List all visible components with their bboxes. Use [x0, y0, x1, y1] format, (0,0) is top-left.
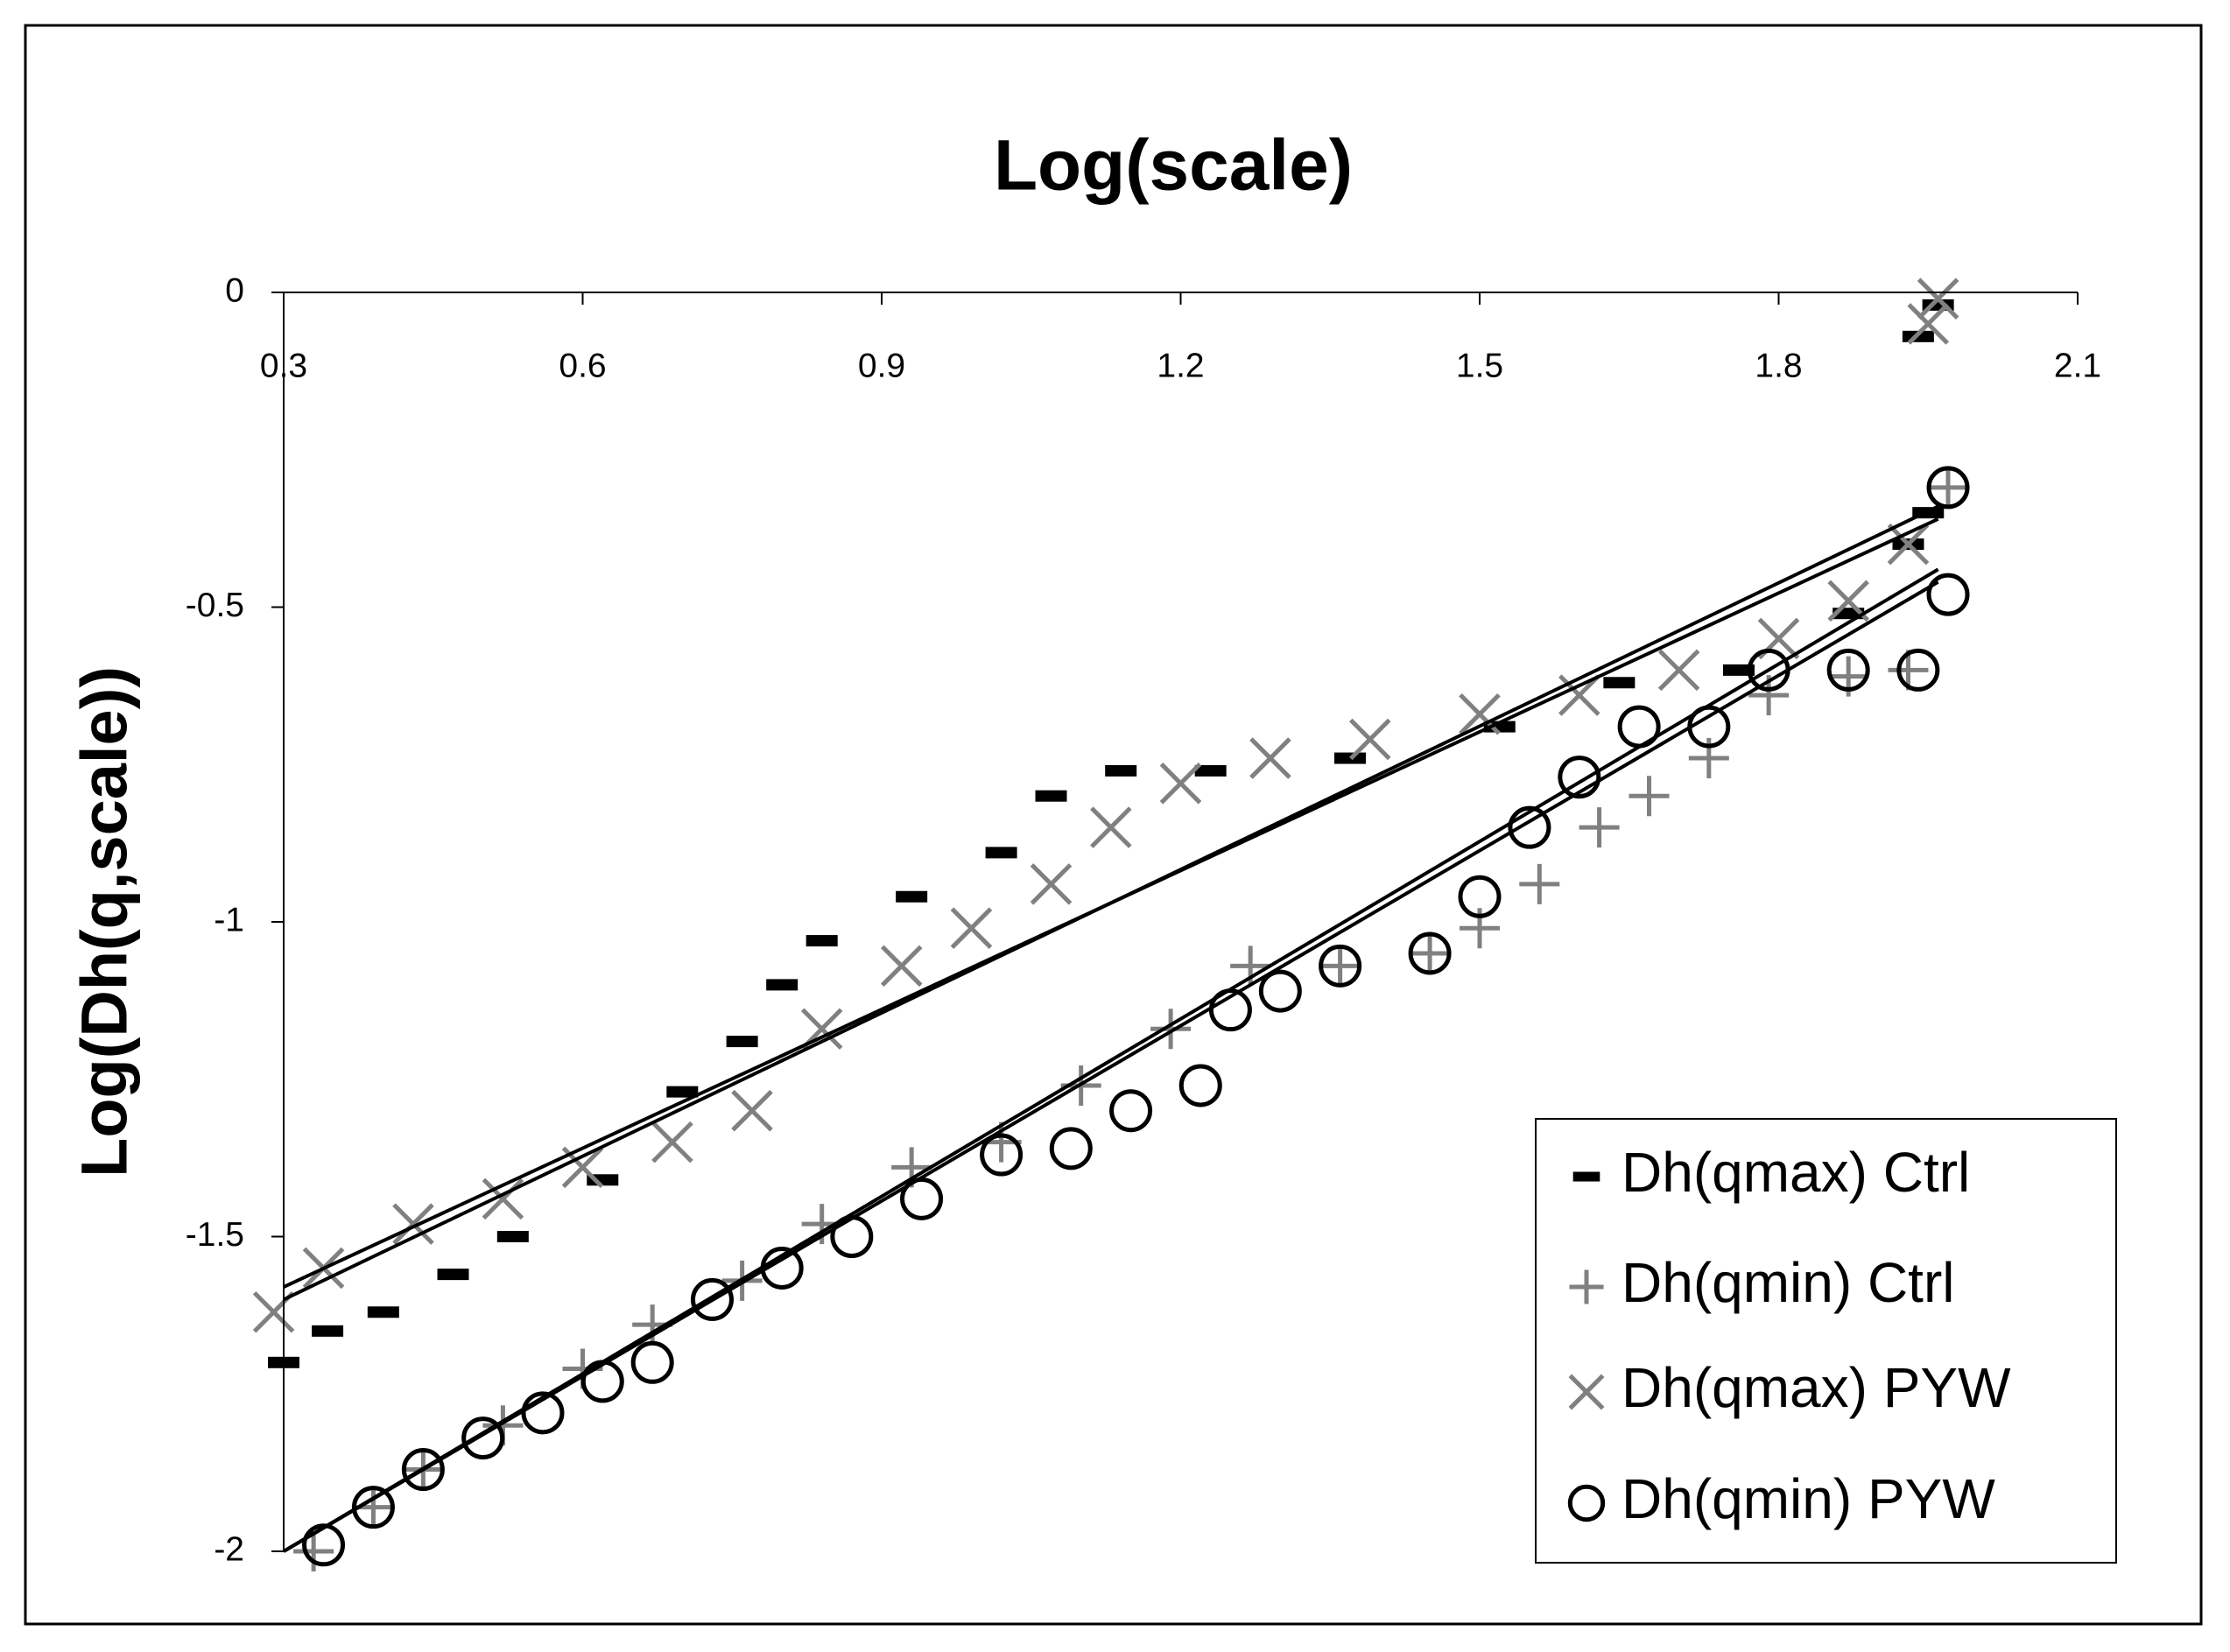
point	[1334, 752, 1367, 764]
point	[1178, 1064, 1222, 1107]
point	[1917, 278, 1959, 320]
y-tick-label: -1.5	[186, 1216, 244, 1254]
point	[1150, 1009, 1192, 1050]
point	[1887, 523, 1930, 566]
point	[1349, 718, 1391, 761]
point	[1049, 1127, 1093, 1170]
trendline	[282, 567, 1939, 1553]
point	[521, 1391, 565, 1435]
legend-box	[1535, 1118, 2117, 1564]
legend-marker	[1569, 1269, 1604, 1304]
x-tick-label: 0.3	[260, 347, 307, 384]
point	[1090, 806, 1132, 848]
point	[1558, 674, 1600, 716]
point	[651, 1121, 693, 1163]
point	[367, 1306, 399, 1318]
legend-label: Dh(qmin) PYW	[1621, 1467, 1995, 1530]
point	[950, 907, 993, 949]
point	[1458, 875, 1502, 918]
legend-label: Dh(qmin) Ctrl	[1621, 1251, 1954, 1314]
point	[666, 1086, 699, 1098]
point	[1896, 648, 1940, 692]
point	[1109, 1089, 1153, 1133]
point	[1629, 776, 1670, 817]
point	[1408, 931, 1452, 975]
point	[437, 1269, 469, 1281]
legend-marker	[1568, 1374, 1605, 1410]
legend-label: Dh(qmax) PYW	[1621, 1356, 2011, 1419]
y-tick-label: -2	[214, 1530, 244, 1568]
point	[1926, 466, 1970, 510]
point	[1722, 664, 1755, 676]
x-tick-label: 0.6	[559, 347, 606, 384]
point	[1105, 764, 1137, 777]
x-tick-label: 2.1	[2054, 347, 2101, 384]
point	[881, 945, 923, 988]
point	[392, 1203, 434, 1245]
point	[766, 979, 798, 991]
legend-marker	[1567, 1484, 1606, 1522]
point	[1410, 932, 1451, 974]
y-tick-label: -0.5	[186, 587, 244, 624]
chart-title: Log(scale)	[994, 126, 1353, 206]
point	[1558, 756, 1601, 799]
x-tick-label: 1.2	[1157, 347, 1204, 384]
y-tick-label: -1	[214, 901, 244, 938]
legend-marker	[1572, 1171, 1600, 1182]
point	[630, 1340, 674, 1384]
point	[461, 1417, 505, 1460]
point	[1258, 969, 1302, 1013]
y-axis-label: Log(Dh(q,scale))	[68, 666, 141, 1177]
point	[1319, 944, 1362, 988]
point	[1926, 573, 1970, 616]
trendline	[283, 504, 1939, 1302]
point	[1159, 763, 1202, 805]
point	[1657, 649, 1700, 692]
point	[1888, 650, 1929, 691]
point	[1035, 790, 1067, 802]
point	[1579, 807, 1620, 848]
point	[1907, 303, 1950, 345]
point	[1603, 677, 1636, 689]
x-tick-label: 1.5	[1456, 347, 1503, 384]
point	[690, 1277, 734, 1321]
point	[312, 1325, 344, 1337]
point	[1519, 863, 1560, 904]
point	[731, 1089, 773, 1132]
point	[482, 1177, 524, 1220]
point	[726, 1036, 758, 1048]
x-tick-label: 0.9	[858, 347, 905, 384]
point	[896, 890, 928, 903]
point	[293, 1531, 334, 1571]
point	[1249, 737, 1291, 779]
point	[401, 1448, 445, 1492]
point	[1030, 863, 1073, 905]
legend-label: Dh(qmax) Ctrl	[1621, 1141, 1970, 1204]
x-tick-label: 1.8	[1755, 347, 1802, 384]
y-tick-label: 0	[225, 271, 244, 309]
point	[1194, 764, 1227, 777]
point	[1826, 648, 1870, 692]
point	[985, 847, 1017, 859]
trendline	[282, 580, 1939, 1553]
point	[351, 1486, 395, 1529]
point	[1508, 805, 1551, 849]
point	[496, 1231, 529, 1242]
point	[980, 1133, 1024, 1177]
point	[805, 935, 838, 947]
plot-area	[252, 278, 1970, 1571]
point	[1928, 467, 1969, 508]
point	[1319, 946, 1361, 987]
